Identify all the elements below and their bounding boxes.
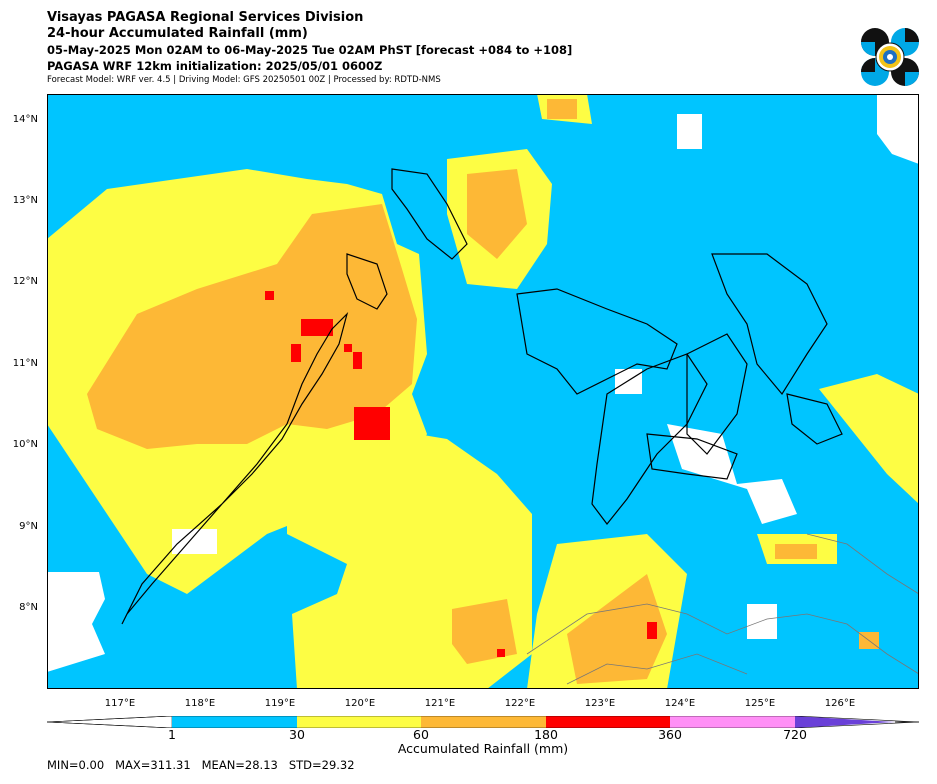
colorbar-segment-heavy [421, 716, 546, 728]
colorbar-segment-light [172, 716, 297, 728]
lon-label: 125°E [744, 698, 776, 709]
lat-label: 11°N [12, 358, 38, 369]
colorbar-tick: 360 [658, 727, 682, 742]
no-rain-patch [172, 529, 217, 554]
valid-period: 05-May-2025 Mon 02AM to 06-May-2025 Tue … [47, 43, 573, 57]
pagasa-logo [861, 28, 919, 86]
colorbar-tick: 1 [168, 727, 176, 742]
rainfall-heavy-areas [87, 99, 879, 684]
map-frame [47, 94, 919, 689]
leyte-south-coast [786, 393, 843, 445]
no-rain-patch [747, 604, 777, 639]
island-coastlines [121, 168, 843, 625]
intense-rain-cell [265, 291, 274, 300]
east-moderate-area [819, 374, 919, 504]
lon-label: 118°E [184, 698, 216, 709]
intense-rain-cell [497, 649, 505, 657]
negros-coastline [591, 353, 708, 525]
lon-label: 122°E [504, 698, 536, 709]
no-rain-patch [667, 424, 797, 524]
statistics-text: MIN=0.00 MAX=311.31 MEAN=28.13 STD=29.32 [47, 758, 355, 772]
intense-rain-cell [344, 344, 352, 352]
mindoro-islets [346, 253, 388, 310]
intense-rain-cell [354, 407, 390, 440]
lat-label: 14°N [12, 114, 38, 125]
region-title: Visayas PAGASA Regional Services Divisio… [47, 10, 364, 25]
rainfall-map [47, 94, 919, 689]
product-title: 24-hour Accumulated Rainfall (mm) [47, 26, 308, 41]
lat-label: 9°N [19, 521, 38, 532]
intense-rain-cell [647, 622, 657, 639]
no-rain-patch [47, 572, 105, 672]
colorbar-tick: 180 [534, 727, 558, 742]
intense-rain-cell [353, 352, 362, 369]
palawan-coastline [121, 311, 349, 625]
colorbar-segment-moderate [297, 716, 421, 728]
lon-label: 124°E [664, 698, 696, 709]
sulu-heavy-patch [452, 599, 517, 664]
colorbar-segment-torrential [670, 716, 795, 728]
luzon-southwest-coast [391, 168, 468, 260]
samar-leyte-coastline [711, 253, 828, 396]
no-rain-patch [677, 114, 702, 149]
lon-label: 119°E [264, 698, 296, 709]
no-rain-patch [877, 94, 919, 164]
bohol-coastline [646, 433, 738, 480]
lat-label: 10°N [12, 439, 38, 450]
colorbar-label: Accumulated Rainfall (mm) [397, 741, 569, 756]
initialization-text: PAGASA WRF 12km initialization: 2025/05/… [47, 59, 383, 73]
north-edge-heavy-patch [547, 99, 577, 119]
colorbar-segment-intense [546, 716, 670, 728]
mindanao-boundaries [526, 533, 919, 685]
colorbar [47, 716, 919, 728]
colorbar-tick: 30 [289, 727, 305, 742]
lat-label: 8°N [19, 602, 38, 613]
no-rain-areas [47, 94, 919, 672]
north-heavy-area [467, 169, 527, 259]
lon-label: 121°E [424, 698, 456, 709]
rainfall-intense-areas [265, 291, 657, 657]
west-heavy-area [87, 204, 417, 449]
no-rain-patch [615, 369, 642, 394]
lat-label: 12°N [12, 276, 38, 287]
lon-label: 117°E [104, 698, 136, 709]
colorbar-tick: 60 [413, 727, 429, 742]
lon-label: 120°E [344, 698, 376, 709]
lon-label: 123°E [584, 698, 616, 709]
intense-rain-cell [301, 319, 333, 336]
southeast-heavy-patch [775, 544, 817, 559]
colorbar-over-segment [795, 716, 895, 728]
mindanao-north-coast [526, 603, 919, 675]
lat-label: 13°N [12, 195, 38, 206]
cebu-coastline [686, 333, 748, 455]
lon-label: 126°E [824, 698, 856, 709]
mindanao-inland-boundary [566, 653, 748, 685]
colorbar-tick: 720 [783, 727, 807, 742]
intense-rain-cell [291, 344, 301, 362]
south-heavy-area [567, 574, 667, 684]
east-sea-boundary [806, 533, 919, 595]
model-info: Forecast Model: WRF ver. 4.5 | Driving M… [47, 75, 441, 85]
